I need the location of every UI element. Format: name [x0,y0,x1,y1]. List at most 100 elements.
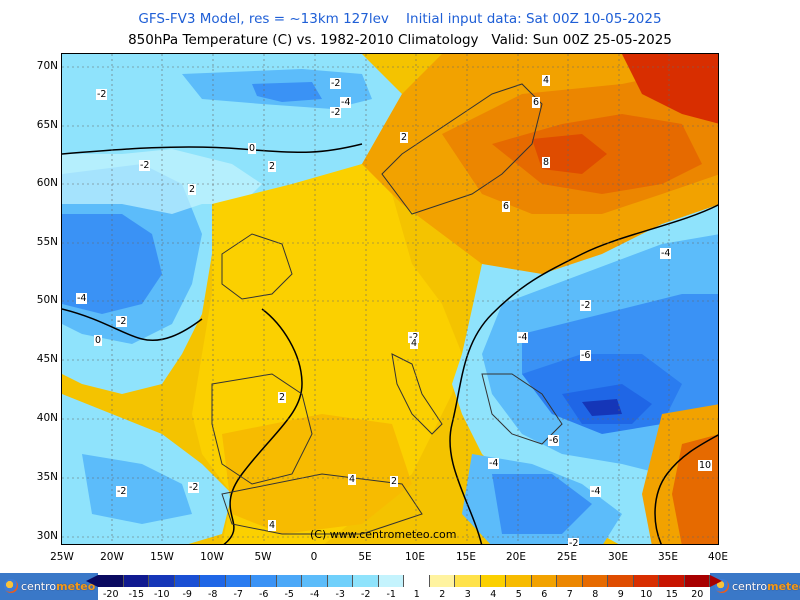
lat-label: 55N [36,236,58,248]
colorbar-swatch [225,575,251,587]
contour-label: -4 [517,332,529,343]
colorbar-tick-label: -20 [102,589,119,600]
colorbar-swatch [684,575,710,587]
colorbar-swatch [582,575,608,587]
contour-label: 0 [94,335,103,346]
contour-label: -6 [548,435,560,446]
colorbar-tick-label: -4 [310,589,320,600]
colorbar-swatch [276,575,302,587]
lat-label: 40N [36,412,58,424]
lon-label: 30E [608,551,628,563]
lon-label: 20W [100,551,124,563]
lon-label: 10W [200,551,224,563]
lon-label: 25W [50,551,74,563]
lon-label: 20E [506,551,526,563]
copyright-text: (C) www.centrometeo.com [310,528,457,541]
contour-label: -2 [408,332,420,343]
lon-label: 35E [658,551,678,563]
contour-label: 10 [698,460,713,471]
contour-label: 2 [400,132,409,143]
colorbar-tick-label: -8 [208,589,218,600]
lat-label: 65N [36,119,58,131]
lon-label: 5E [358,551,372,563]
contour-label: -6 [580,350,592,361]
colorbar-tick-label: -7 [233,589,243,600]
title-line-2: 850hPa Temperature (C) vs. 1982-2010 Cli… [128,32,672,48]
colorbar-tick-label: 1 [413,589,420,600]
colorbar-tick-label: -3 [335,589,345,600]
colorbar-ticks: -20 -15 -10 -9 -8 -7 -6 -5 -4 -3 -2 -1 1 2 3 4 5 6 7 8 9 10 15… [98,589,710,600]
colorbar-tick-label: 8 [592,589,599,600]
colorbar-tick-label: -1 [386,589,396,600]
colorbar-tick-label: -15 [128,589,145,600]
colorbar-swatch [506,575,532,587]
colorbar-swatch [327,575,353,587]
lat-label: 60N [36,177,58,189]
colorbar-tick-label: 7 [566,589,573,600]
contour-label: 2 [268,161,277,172]
colorbar-swatch [608,575,634,587]
contour-label: -2 [188,482,200,493]
colorbar-swatch [455,575,481,587]
lat-label: 70N [36,60,58,72]
colorbar-swatch [174,575,200,587]
contour-label: -2 [330,78,342,89]
lat-label: 45N [36,353,58,365]
centrometeo-logo-right: centrometeo [715,576,800,596]
colorbar-tick-label: -5 [284,589,294,600]
colorbar-tick-label: -6 [259,589,269,600]
centrometeo-logo-left: centrometeo [4,576,95,596]
colorbar-swatch [429,575,455,587]
colorbar-swatch [98,575,124,587]
contour-label: -4 [488,458,500,469]
lat-label: 35N [36,471,58,483]
colorbar-swatch [353,575,379,587]
colorbar-tick-label: 3 [464,589,471,600]
contour-label: -4 [660,248,672,259]
lat-label: 50N [36,294,58,306]
contour-label: 0 [248,143,257,154]
colorbar-swatch [302,575,328,587]
contour-label: -4 [590,486,602,497]
colorbar-tick-label: -9 [182,589,192,600]
logo-brand-part2: meteo [767,579,800,593]
contour-label: 4 [542,75,551,86]
logo-brand-part1: centro [732,579,768,593]
lon-label: 5W [254,551,272,563]
colorbar-left-arrow [86,575,98,587]
colorbar-swatch [404,575,430,587]
colorbar-tick-label: 4 [490,589,497,600]
colorbar-swatch [123,575,149,587]
contour-label: -4 [340,97,352,108]
contour-label: 4 [348,474,357,485]
contour-label: 2 [278,392,287,403]
colorbar-swatch [251,575,277,587]
title-line-1: GFS-FV3 Model, res = ~13km 127lev Initia… [138,11,662,27]
contour-label: -2 [568,538,580,549]
contour-label: 4 [268,520,277,531]
colorbar-tick-label: 2 [439,589,446,600]
contour-label: -2 [116,486,128,497]
colorbar-tick-label: -10 [153,589,170,600]
lon-label: 10E [405,551,425,563]
colorbar-tick-label: 20 [691,589,704,600]
colorbar-swatch [378,575,404,587]
contour-label: -2 [139,160,151,171]
colorbar-tick-label: 5 [515,589,522,600]
logo-brand-part1: centro [21,579,57,593]
lon-label: 40E [708,551,728,563]
lon-label: 15E [456,551,476,563]
footer-bar [0,573,800,600]
contour-label: -4 [76,293,88,304]
contour-label: -2 [96,89,108,100]
contour-label: 4 [410,338,419,349]
colorbar-swatch [149,575,175,587]
contour-label: -2 [580,300,592,311]
colorbar-right-arrow [710,575,722,587]
contour-label: 6 [532,97,541,108]
contour-label: -2 [330,107,342,118]
logo-icon [4,579,18,593]
temperature-map [61,53,719,545]
colorbar [98,575,710,587]
lon-label: 25E [557,551,577,563]
